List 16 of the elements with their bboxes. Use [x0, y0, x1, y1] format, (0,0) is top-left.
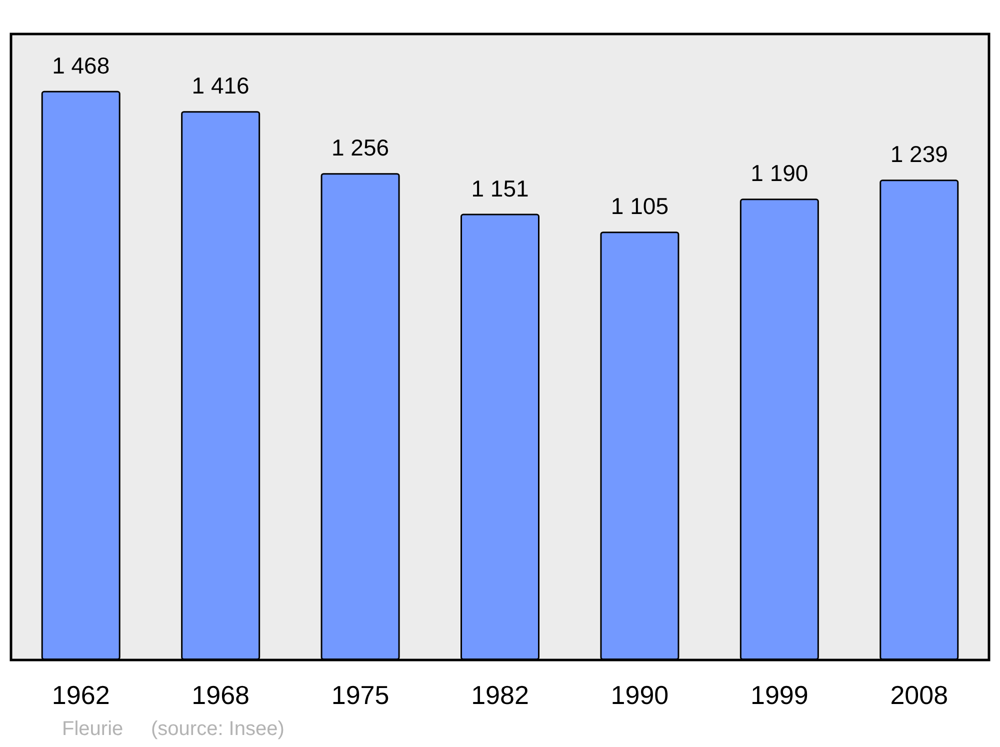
data-label: 1 256: [332, 134, 390, 161]
data-label: 1 468: [52, 52, 110, 78]
x-tick-label: 1975: [331, 680, 390, 710]
data-label: 1 416: [192, 72, 250, 99]
x-tick-label: 2008: [890, 680, 948, 710]
data-label: 1 239: [890, 141, 948, 168]
x-tick-label: 1982: [471, 680, 529, 710]
data-label: 1 151: [471, 175, 529, 202]
x-tick-label: 1968: [192, 680, 250, 710]
text: (source: Insee): [151, 718, 284, 740]
text: Fleurie: [62, 718, 124, 740]
x-tick-label: 1990: [610, 680, 669, 710]
x-tick-label: 1999: [750, 680, 808, 710]
x-tick-label: 1962: [52, 680, 110, 710]
data-label: 1 105: [610, 193, 668, 220]
data-label: 1 190: [750, 160, 808, 186]
